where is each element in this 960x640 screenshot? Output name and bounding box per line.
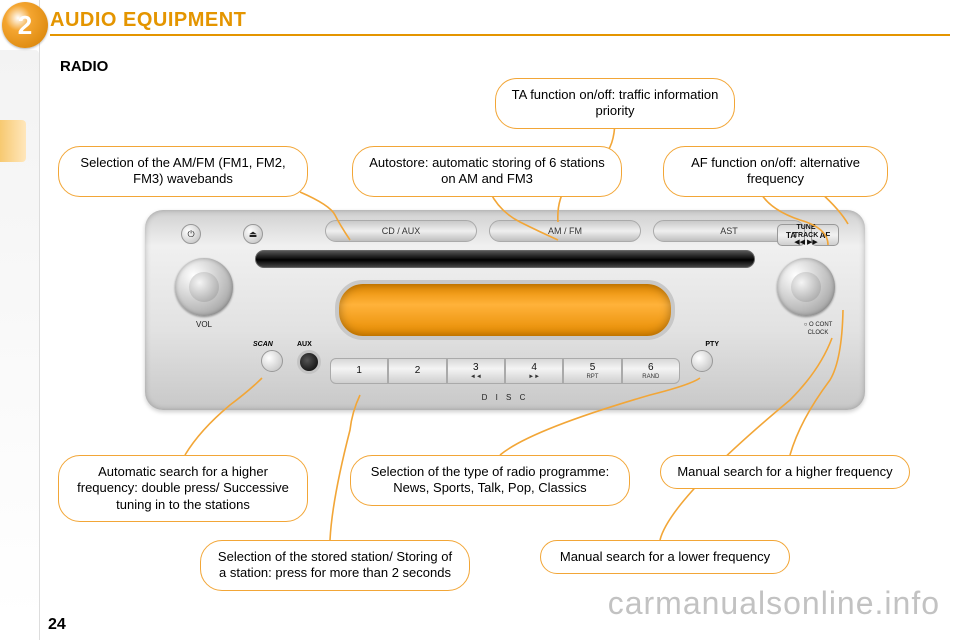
callout-ta: TA function on/off: traffic information … [495,78,735,129]
aux-label: AUX [297,341,312,348]
preset-button-4[interactable]: 4►► [505,358,563,384]
scan-button[interactable] [261,350,283,372]
preset-button-5[interactable]: 5RPT [563,358,621,384]
preset-button-6[interactable]: 6RAND [622,358,680,384]
preset-row: 123◄◄4►►5RPT6RAND [330,358,680,384]
callout-stored: Selection of the stored station/ Storing… [200,540,470,591]
scan-label: SCAN [253,341,273,348]
callout-waveband: Selection of the AM/FM (FM1, FM2, FM3) w… [58,146,308,197]
lcd-display [335,280,675,340]
aux-jack[interactable] [297,350,321,374]
tune-labels: TUNE TRACK ◀◀ ▶▶ [773,224,839,247]
ocont-label: ○ O CONT [789,322,847,328]
callout-autoscan: Automatic search for a higher frequency:… [58,455,308,522]
callout-af: AF function on/off: alternative frequenc… [663,146,888,197]
pty-button[interactable] [691,350,713,372]
chapter-title: AUDIO EQUIPMENT [50,6,950,36]
callout-autostore: Autostore: automatic storing of 6 statio… [352,146,622,197]
disc-label: D I S C [482,393,529,402]
left-tab [0,120,26,162]
tune-track-knob[interactable] [777,258,835,316]
preset-button-3[interactable]: 3◄◄ [447,358,505,384]
callout-manlow: Manual search for a lower frequency [540,540,790,574]
top-button-row: CD / AUX AM / FM AST [325,220,805,242]
pty-label: PTY [705,341,719,348]
callout-pty: Selection of the type of radio programme… [350,455,630,506]
watermark: carmanualsonline.info [608,585,940,622]
clock-label: CLOCK [789,330,847,336]
cd-slot[interactable] [255,250,755,268]
volume-knob[interactable] [175,258,233,316]
preset-button-1[interactable]: 1 [330,358,388,384]
callout-manhigh: Manual search for a higher frequency [660,455,910,489]
chapter-badge: 2 [2,2,48,48]
cd-aux-button[interactable]: CD / AUX [325,220,477,242]
section-title: RADIO [60,58,108,75]
power-button[interactable]: ⏻ [181,224,201,244]
volume-label: VOL [175,320,233,329]
preset-button-2[interactable]: 2 [388,358,446,384]
eject-button[interactable]: ⏏ [243,224,263,244]
left-rail [0,0,40,640]
car-stereo: ⏻ ⏏ CD / AUX AM / FM AST TA AF VOL TUNE … [145,210,865,410]
am-fm-button[interactable]: AM / FM [489,220,641,242]
page-number: 24 [48,616,66,634]
